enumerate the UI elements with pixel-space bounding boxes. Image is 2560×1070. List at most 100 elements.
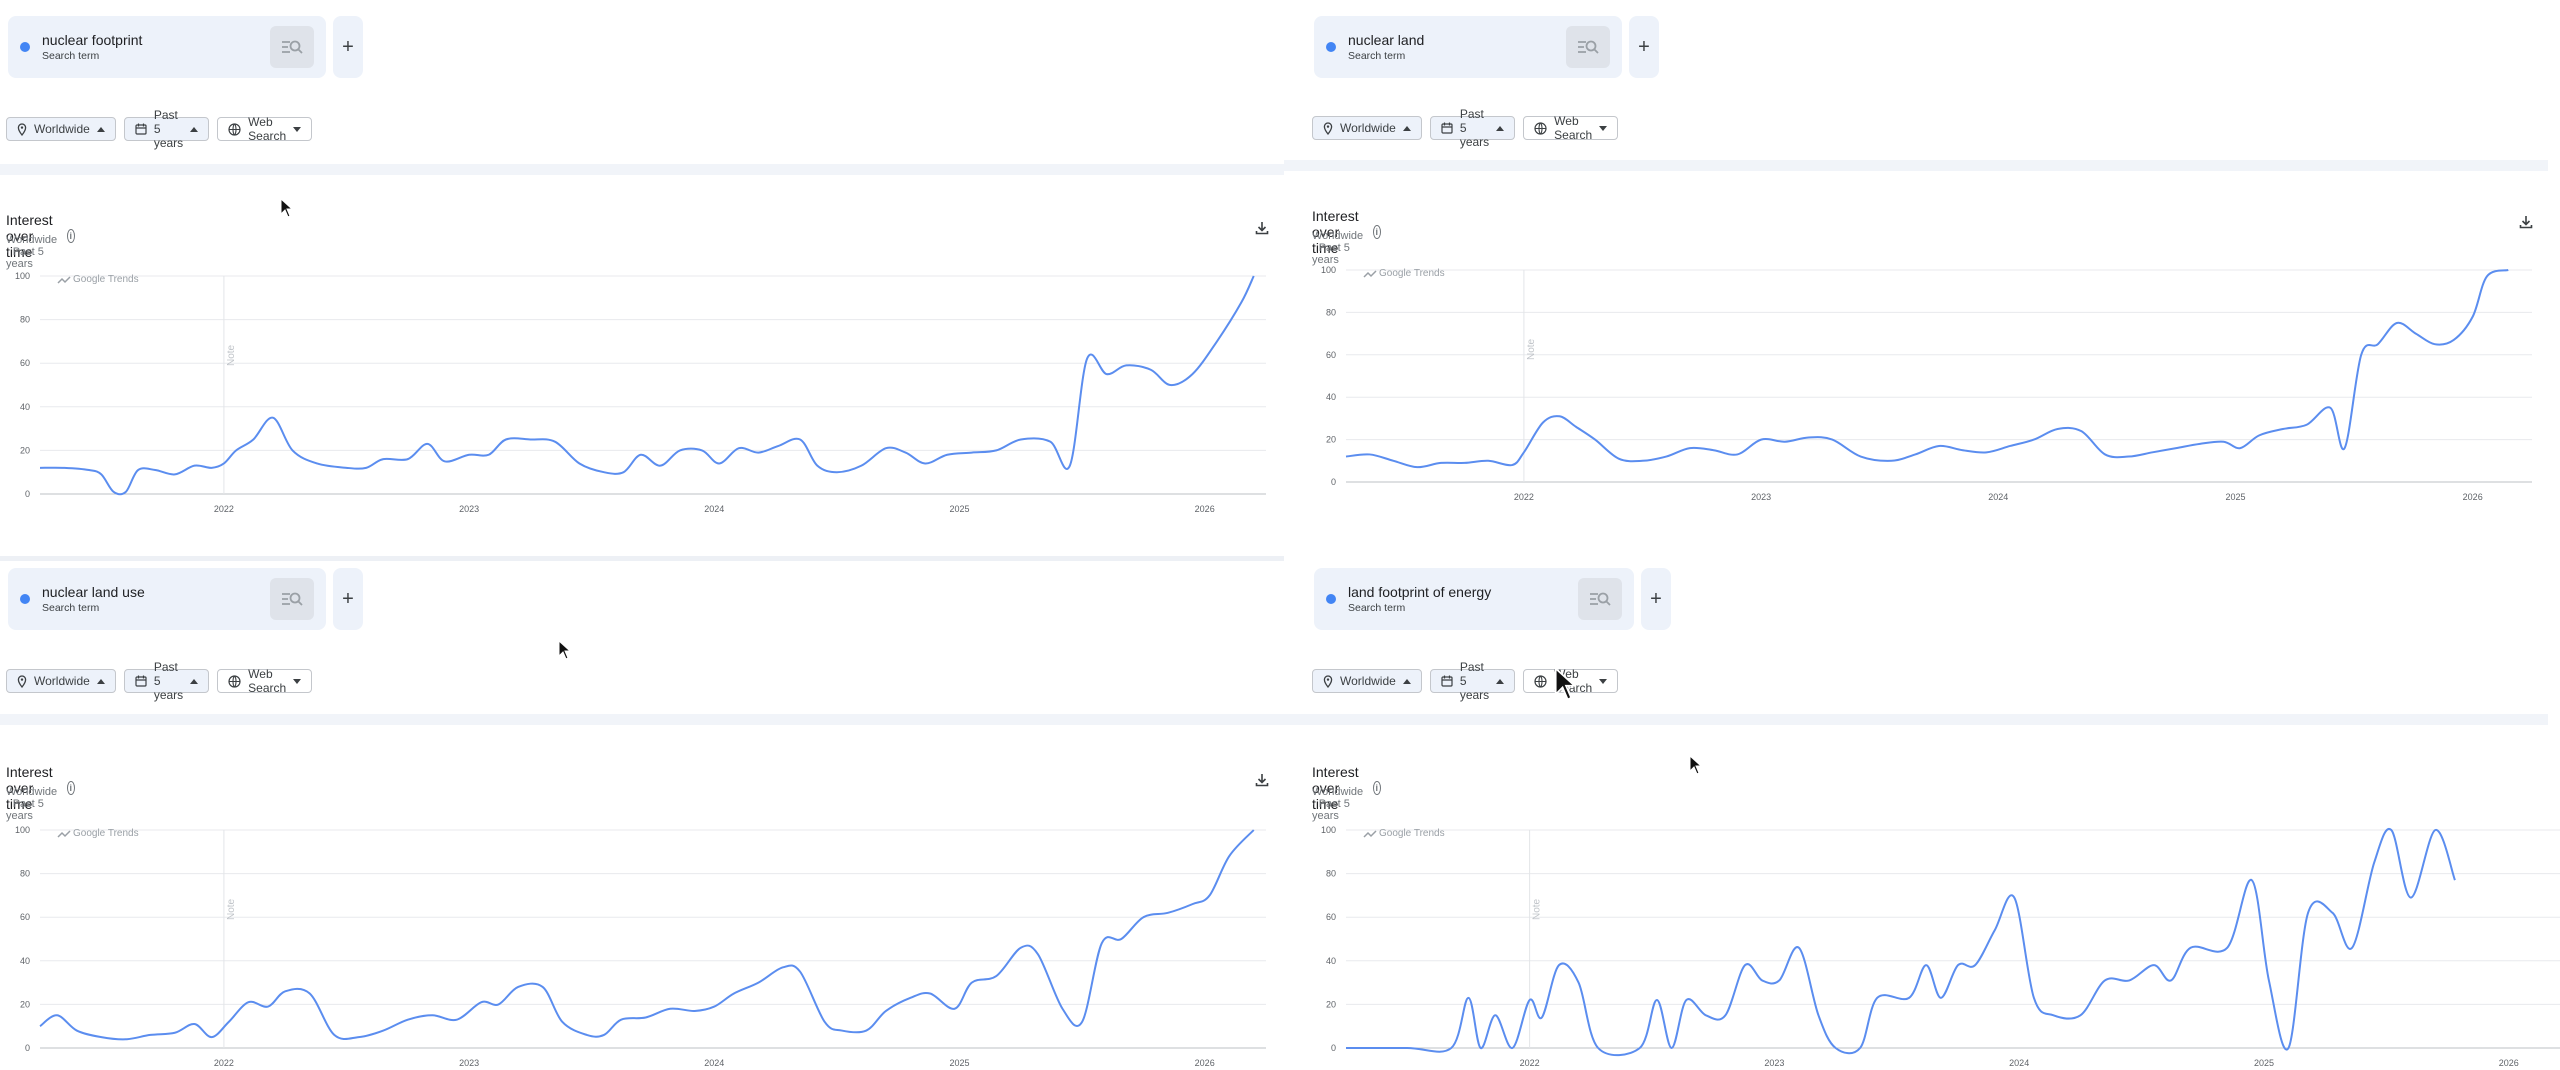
term-name[interactable]: nuclear land — [1348, 32, 1425, 48]
caret-up-icon — [1402, 678, 1411, 684]
series-line[interactable] — [1345, 269, 2509, 469]
location-pin-icon — [1323, 674, 1333, 688]
globe-icon — [1534, 674, 1547, 688]
x-tick-label: 2022 — [1520, 1058, 1540, 1068]
y-tick-label: 60 — [20, 358, 30, 368]
download-icon[interactable] — [1254, 220, 1270, 236]
y-tick-label: 20 — [20, 999, 30, 1009]
series-line[interactable] — [39, 829, 1255, 1041]
term-name[interactable]: land footprint of energy — [1348, 584, 1492, 600]
term-color-dot — [20, 42, 30, 52]
panel-divider — [0, 556, 1284, 561]
watermark-text: Google Trends — [1379, 268, 1445, 279]
caret-down-icon — [1599, 125, 1608, 131]
period-filter-chip[interactable]: Past 5 years — [123, 108, 210, 150]
section-subtitle: Worldwide · Past 5 years — [6, 786, 58, 822]
x-tick-label: 2022 — [1514, 492, 1534, 502]
y-tick-label: 60 — [20, 912, 30, 922]
section-separator — [1284, 160, 2548, 171]
x-tick-label: 2023 — [1764, 1058, 1784, 1068]
region-filter-chip[interactable]: Worldwide — [1312, 669, 1422, 693]
trending-icon — [1363, 270, 1377, 278]
caret-down-icon — [1599, 678, 1608, 684]
section-separator — [1284, 714, 2548, 725]
calendar-icon — [135, 123, 147, 135]
note-label[interactable]: Note — [226, 898, 237, 920]
compare-search-icon[interactable] — [1566, 26, 1610, 68]
info-icon[interactable]: i — [66, 229, 75, 243]
info-icon[interactable]: i — [1372, 225, 1381, 239]
download-icon[interactable] — [1254, 772, 1270, 788]
download-icon[interactable] — [2518, 214, 2534, 230]
section-subtitle: Worldwide · Past 5 years — [1312, 786, 1364, 822]
note-label[interactable]: Note — [226, 344, 237, 366]
period-filter-chip[interactable]: Past 5 years — [123, 660, 210, 702]
y-tick-label: 100 — [1321, 825, 1336, 835]
region-filter-chip[interactable]: Worldwide — [6, 669, 116, 693]
region-filter-chip[interactable]: Worldwide — [6, 117, 116, 141]
filter-label: Web Search — [248, 667, 287, 695]
compare-search-icon[interactable] — [1578, 578, 1622, 620]
term-text: nuclear land use Search term — [42, 583, 145, 615]
region-filter-chip[interactable]: Worldwide — [1312, 116, 1422, 140]
interest-over-time-chart: 100 80 60 40 20 0 Note Google Trends 2022 2023 202… — [15, 271, 1266, 514]
add-comparison-button[interactable]: + — [1641, 568, 1671, 630]
section-separator — [0, 714, 1284, 725]
compare-search-icon[interactable] — [270, 578, 314, 620]
compare-search-icon[interactable] — [270, 26, 314, 68]
add-comparison-button[interactable]: + — [333, 16, 363, 78]
x-tick-label: 2024 — [704, 504, 724, 514]
property-filter-chip[interactable]: Web Search — [217, 115, 313, 143]
google-trends-watermark: Google Trends — [57, 274, 139, 285]
term-color-dot — [1326, 42, 1336, 52]
info-icon[interactable]: i — [66, 781, 75, 795]
note-label[interactable]: Note — [1526, 338, 1537, 360]
series-line[interactable] — [39, 275, 1255, 496]
y-tick-label: 40 — [1326, 392, 1336, 402]
filter-label: Web Search — [248, 115, 287, 143]
x-tick-label: 2025 — [949, 504, 969, 514]
y-tick-label: 0 — [25, 1043, 30, 1053]
y-tick-label: 40 — [20, 402, 30, 412]
info-icon[interactable]: i — [1372, 781, 1381, 795]
location-pin-icon — [1323, 121, 1333, 135]
property-filter-chip[interactable]: Web Search — [217, 667, 313, 695]
term-color-dot — [1326, 594, 1336, 604]
caret-up-icon — [190, 126, 199, 132]
period-filter-chip[interactable]: Past 5 years — [1429, 107, 1516, 149]
period-filter-chip[interactable]: Past 5 years — [1429, 660, 1516, 702]
search-term-card[interactable]: land footprint of energy Search term — [1314, 568, 1634, 630]
term-text: land footprint of energy Search term — [1348, 583, 1491, 615]
term-name[interactable]: nuclear footprint — [42, 32, 143, 48]
add-comparison-button[interactable]: + — [333, 568, 363, 630]
filter-label: Worldwide — [1340, 674, 1396, 688]
y-tick-label: 80 — [1326, 869, 1336, 879]
filter-bar: Worldwide Past 5 years Web Search — [6, 660, 313, 702]
term-subtitle: Search term — [42, 50, 100, 62]
x-tick-label: 2024 — [704, 1058, 724, 1068]
section-title-text: Interest over time — [1312, 208, 1359, 256]
add-comparison-button[interactable]: + — [1629, 16, 1659, 78]
x-tick-label: 2022 — [214, 1058, 234, 1068]
filter-label: Worldwide — [1340, 121, 1396, 135]
location-pin-icon — [17, 122, 27, 136]
y-tick-label: 0 — [1331, 477, 1336, 487]
y-tick-label: 100 — [1321, 265, 1336, 275]
term-name[interactable]: nuclear land use — [42, 584, 145, 600]
y-tick-label: 40 — [1326, 956, 1336, 966]
x-tick-label: 2024 — [1988, 492, 2008, 502]
section-title: Interest over time i — [1312, 764, 1381, 812]
search-term-card[interactable]: nuclear footprint Search term — [8, 16, 326, 78]
search-term-card[interactable]: nuclear land Search term — [1314, 16, 1622, 78]
series-line[interactable] — [1346, 827, 2456, 1057]
y-tick-label: 100 — [15, 825, 30, 835]
x-tick-label: 2025 — [2225, 492, 2245, 502]
search-term-card[interactable]: nuclear land use Search term — [8, 568, 326, 630]
x-tick-label: 2026 — [1195, 504, 1215, 514]
property-filter-chip[interactable]: Web Search — [1523, 114, 1619, 142]
note-label[interactable]: Note — [1532, 898, 1543, 920]
x-tick-label: 2025 — [2254, 1058, 2274, 1068]
mouse-cursor-icon — [1554, 666, 1577, 701]
interest-over-time-chart: 100 80 60 40 20 0 Note Google Trends 2022 2023 202… — [15, 825, 1266, 1068]
filter-bar: Worldwide Past 5 years Web Search — [1312, 660, 1619, 702]
